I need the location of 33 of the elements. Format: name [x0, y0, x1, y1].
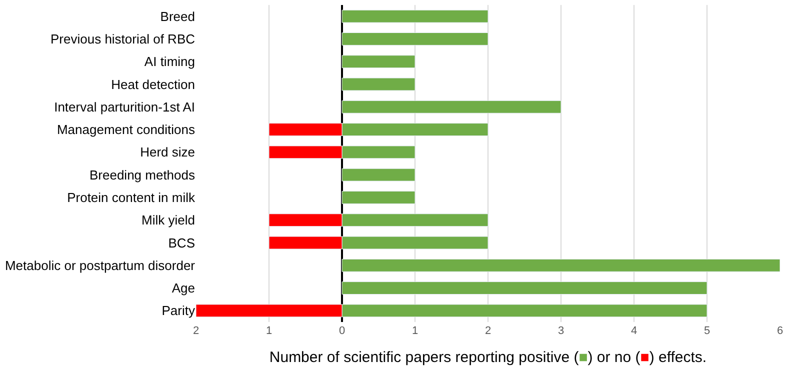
x-tick-label: 2 — [192, 325, 200, 337]
x-tick-label: 5 — [704, 325, 710, 337]
y-tick-label: Breeding methods — [89, 167, 196, 182]
y-tick-label: Milk yield — [142, 212, 195, 228]
x-tick-label: 0 — [338, 325, 346, 337]
y-tick-label: AI timing — [144, 54, 195, 70]
x-tick-label: 3 — [558, 325, 564, 337]
y-tick-label: Herd size — [140, 144, 195, 160]
x-tick-label: 2 — [484, 325, 492, 337]
y-tick-label: Age — [172, 280, 195, 296]
bar — [342, 55, 416, 68]
bar — [342, 10, 488, 23]
y-tick-label: Protein content in milk — [67, 190, 196, 206]
y-tick-label: Parity — [162, 303, 196, 318]
y-tick-label: Breed — [160, 8, 195, 24]
x-tick-label: 4 — [630, 325, 638, 337]
bar — [342, 78, 416, 91]
x-tick-label: 6 — [776, 325, 784, 337]
bar — [342, 282, 708, 295]
y-tick-label: BCS — [168, 235, 196, 250]
y-tick-label: Interval parturition-1st AI — [54, 99, 195, 114]
y-tick-label: Previous historial of RBC — [50, 32, 195, 47]
y-tick-label: Metabolic or postpartum disorder — [4, 258, 196, 273]
bar — [342, 100, 562, 114]
bar — [342, 258, 780, 272]
y-tick-label: Heat detection — [111, 76, 195, 92]
y-tick-label: Management conditions — [56, 122, 196, 138]
x-tick-label: 1 — [266, 325, 272, 337]
x-axis-title: Number of scientific papers reporting positive (■) or no (■) effects. — [269, 349, 707, 366]
bar — [342, 168, 416, 182]
bar — [342, 190, 416, 204]
bar — [342, 32, 488, 46]
x-tick-label: 1 — [412, 325, 418, 337]
